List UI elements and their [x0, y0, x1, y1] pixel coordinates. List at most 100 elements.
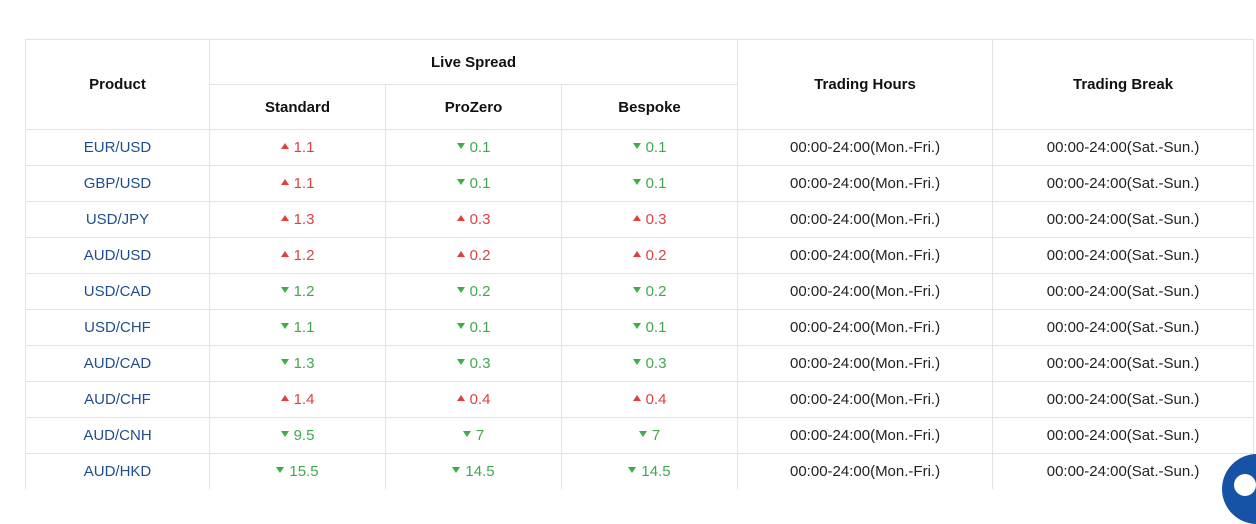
- standard-spread-cell: 1.1: [209, 309, 386, 346]
- prozero-spread-value: 0.2: [469, 283, 491, 300]
- prozero-spread-value: 0.3: [469, 211, 491, 228]
- product-link[interactable]: AUD/USD: [25, 237, 210, 274]
- trading-break-cell: 00:00-24:00(Sat.-Sun.): [992, 237, 1255, 274]
- trading-hours-cell: 00:00-24:00(Mon.-Fri.): [737, 237, 994, 274]
- prozero-spread: 14.5: [452, 463, 495, 480]
- spread-arrow-icon: [456, 359, 465, 366]
- spread-arrow-icon: [462, 431, 471, 438]
- trading-break-cell: 00:00-24:00(Sat.-Sun.): [992, 345, 1255, 382]
- standard-spread-cell: 1.3: [209, 345, 386, 382]
- chat-icon: [1234, 474, 1256, 496]
- spread-arrow-icon: [280, 215, 289, 222]
- prozero-spread: 0.3: [456, 211, 491, 228]
- product-link[interactable]: AUD/CHF: [25, 381, 210, 418]
- spread-arrow-icon: [638, 431, 647, 438]
- table-row: AUD/CAD 1.3 0.3 0.3 00:00-24:00(Mon.-Fri…: [25, 345, 1255, 382]
- prozero-spread-value: 0.4: [469, 391, 491, 408]
- bespoke-spread: 0.2: [632, 283, 667, 300]
- spread-arrow-icon: [632, 323, 641, 330]
- bespoke-spread-cell: 0.2: [560, 273, 739, 310]
- bespoke-spread: 0.3: [632, 355, 667, 372]
- table-row: AUD/USD 1.2 0.2 0.2 00:00-24:00(Mon.-Fri…: [25, 237, 1255, 274]
- prozero-spread-value: 0.3: [469, 355, 491, 372]
- standard-spread-value: 1.2: [293, 283, 315, 300]
- prozero-spread-value: 0.1: [469, 319, 491, 336]
- bespoke-spread: 0.1: [632, 175, 666, 192]
- prozero-spread: 0.1: [456, 139, 491, 156]
- prozero-spread: 7: [462, 427, 485, 444]
- bespoke-spread: 14.5: [628, 463, 671, 480]
- standard-spread: 9.5: [280, 427, 315, 444]
- standard-spread-value: 1.4: [293, 391, 315, 408]
- bespoke-spread-cell: 0.3: [560, 201, 739, 238]
- header-live-spread: Live Spread: [208, 39, 739, 85]
- table-row: AUD/CHF 1.4 0.4 0.4 00:00-24:00(Mon.-Fri…: [25, 381, 1255, 418]
- product-link[interactable]: USD/CHF: [25, 309, 210, 346]
- product-link[interactable]: GBP/USD: [25, 165, 210, 202]
- standard-spread-cell: 1.4: [209, 381, 386, 418]
- prozero-spread-cell: 0.4: [385, 381, 562, 418]
- prozero-spread-cell: 0.3: [385, 345, 562, 382]
- prozero-spread-value: 0.1: [469, 139, 491, 156]
- spread-arrow-icon: [280, 431, 289, 438]
- standard-spread: 1.1: [280, 175, 315, 192]
- standard-spread-value: 1.3: [293, 355, 315, 372]
- standard-spread-cell: 1.1: [209, 129, 386, 166]
- trading-hours-cell: 00:00-24:00(Mon.-Fri.): [737, 309, 994, 346]
- bespoke-spread-cell: 7: [560, 417, 739, 454]
- bespoke-spread-value: 0.2: [645, 283, 667, 300]
- trading-hours-cell: 00:00-24:00(Mon.-Fri.): [737, 165, 994, 202]
- spread-arrow-icon: [632, 143, 641, 150]
- prozero-spread-value: 7: [475, 427, 485, 444]
- standard-spread: 1.2: [280, 283, 315, 300]
- spread-arrow-icon: [280, 251, 289, 258]
- prozero-spread: 0.1: [456, 175, 490, 192]
- bespoke-spread: 0.4: [632, 391, 666, 408]
- table-row: USD/CAD 1.2 0.2 0.2 00:00-24:00(Mon.-Fri…: [25, 273, 1255, 310]
- bespoke-spread-value: 7: [651, 427, 661, 444]
- table-row: GBP/USD 1.1 0.1 0.1 00:00-24:00(Mon.-Fri…: [25, 165, 1255, 202]
- spread-arrow-icon: [632, 359, 641, 366]
- product-link[interactable]: USD/JPY: [25, 201, 210, 238]
- bespoke-spread-value: 0.3: [645, 355, 667, 372]
- bespoke-spread: 0.2: [632, 247, 666, 264]
- bespoke-spread-cell: 0.4: [560, 381, 739, 418]
- trading-break-cell: 00:00-24:00(Sat.-Sun.): [992, 129, 1255, 166]
- prozero-spread: 0.4: [456, 391, 491, 408]
- bespoke-spread-cell: 0.1: [560, 129, 739, 166]
- prozero-spread: 0.1: [456, 319, 491, 336]
- bespoke-spread-value: 14.5: [641, 463, 671, 480]
- product-link[interactable]: AUD/CAD: [25, 345, 210, 382]
- standard-spread-value: 9.5: [293, 427, 315, 444]
- standard-spread: 1.4: [280, 391, 315, 408]
- standard-spread: 1.3: [280, 355, 315, 372]
- table-row: AUD/HKD 15.5 14.5 14.5 00:00-24:00(Mon.-…: [25, 453, 1255, 489]
- table-row: EUR/USD 1.1 0.1 0.1 00:00-24:00(Mon.-Fri…: [25, 129, 1255, 166]
- spread-table-container: Product Live Spread Trading Hours Tradin…: [25, 39, 1256, 489]
- trading-break-cell: 00:00-24:00(Sat.-Sun.): [992, 417, 1255, 454]
- product-link[interactable]: USD/CAD: [25, 273, 210, 310]
- prozero-spread-value: 0.2: [469, 247, 491, 264]
- bespoke-spread: 0.1: [632, 319, 666, 336]
- prozero-spread: 0.2: [456, 283, 491, 300]
- trading-hours-cell: 00:00-24:00(Mon.-Fri.): [737, 453, 994, 489]
- product-link[interactable]: EUR/USD: [25, 129, 210, 166]
- header-prozero: ProZero: [385, 84, 562, 130]
- standard-spread-value: 15.5: [289, 463, 319, 480]
- table-body: EUR/USD 1.1 0.1 0.1 00:00-24:00(Mon.-Fri…: [25, 129, 1255, 489]
- bespoke-spread-cell: 0.3: [560, 345, 739, 382]
- prozero-spread-cell: 7: [385, 417, 562, 454]
- spread-arrow-icon: [456, 179, 465, 186]
- spread-arrow-icon: [280, 359, 289, 366]
- trading-hours-cell: 00:00-24:00(Mon.-Fri.): [737, 417, 994, 454]
- header-trading-hours: Trading Hours: [737, 39, 994, 130]
- bespoke-spread-value: 0.3: [645, 211, 667, 228]
- spread-arrow-icon: [456, 215, 465, 222]
- trading-break-cell: 00:00-24:00(Sat.-Sun.): [992, 165, 1255, 202]
- trading-hours-cell: 00:00-24:00(Mon.-Fri.): [737, 345, 994, 382]
- spread-arrow-icon: [632, 395, 641, 402]
- product-link[interactable]: AUD/CNH: [25, 417, 210, 454]
- product-link[interactable]: AUD/HKD: [25, 453, 210, 489]
- bespoke-spread-value: 0.1: [645, 139, 667, 156]
- standard-spread-value: 1.1: [293, 175, 315, 192]
